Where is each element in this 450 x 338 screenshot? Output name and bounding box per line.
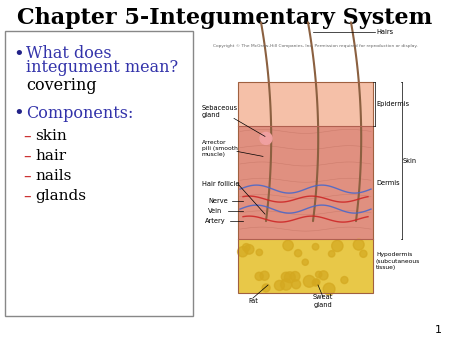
Circle shape [255,272,263,281]
Circle shape [238,247,248,257]
Circle shape [312,243,319,250]
Text: Chapter 5-Integumentary System: Chapter 5-Integumentary System [18,7,432,29]
Text: Hypodermis
(subcutaneous
tissue): Hypodermis (subcutaneous tissue) [376,252,420,270]
Text: Dermis: Dermis [376,180,400,186]
Text: –: – [23,128,31,144]
Text: Sweat
gland: Sweat gland [313,294,333,308]
Circle shape [303,275,315,287]
Circle shape [274,280,284,290]
Text: –: – [23,169,31,184]
Circle shape [283,240,293,250]
FancyBboxPatch shape [5,31,193,316]
Circle shape [260,132,272,144]
Circle shape [315,271,322,278]
Circle shape [280,279,292,290]
Text: •: • [13,45,24,63]
Circle shape [294,249,302,257]
Text: Sebaceous
gland: Sebaceous gland [202,105,238,118]
Circle shape [314,279,320,285]
Circle shape [353,239,364,250]
Text: What does: What does [26,46,112,63]
Bar [238,82,373,126]
Circle shape [262,284,270,292]
Text: –: – [23,189,31,203]
Text: Components:: Components: [26,104,133,121]
Circle shape [243,244,250,251]
Text: Copyright © The McGraw-Hill Companies, Inc. Permission required for reproduction: Copyright © The McGraw-Hill Companies, I… [213,44,418,48]
Text: Arrector
pili (smooth
muscle): Arrector pili (smooth muscle) [202,140,238,157]
Text: Artery: Artery [205,218,225,224]
Circle shape [360,250,367,257]
Circle shape [328,250,335,257]
Circle shape [292,280,301,289]
Circle shape [323,283,335,295]
Circle shape [260,271,269,280]
Text: nails: nails [35,169,72,183]
Circle shape [256,249,262,256]
Circle shape [319,271,328,280]
Text: Hair follicle: Hair follicle [202,181,239,187]
Text: Fat: Fat [248,298,258,304]
Text: Skin: Skin [403,158,417,164]
Circle shape [312,279,319,286]
Text: •: • [13,104,24,122]
Text: 1: 1 [435,325,441,335]
Circle shape [302,259,308,265]
Circle shape [244,245,254,254]
Bar [238,239,373,293]
Circle shape [332,240,343,251]
Text: Vein: Vein [208,208,222,214]
Text: skin: skin [35,129,67,143]
Text: glands: glands [35,189,86,203]
Bar [238,82,373,293]
Circle shape [284,272,295,283]
Circle shape [281,272,291,282]
Text: –: – [23,148,31,164]
Text: hair: hair [35,149,66,163]
Text: Nerve: Nerve [208,198,228,204]
Text: covering: covering [26,77,97,95]
Text: Hairs: Hairs [376,29,393,35]
Text: integument mean?: integument mean? [26,59,178,76]
Bar [238,126,373,239]
Circle shape [290,271,300,281]
Circle shape [341,276,348,284]
Text: Epidermis: Epidermis [376,101,409,107]
